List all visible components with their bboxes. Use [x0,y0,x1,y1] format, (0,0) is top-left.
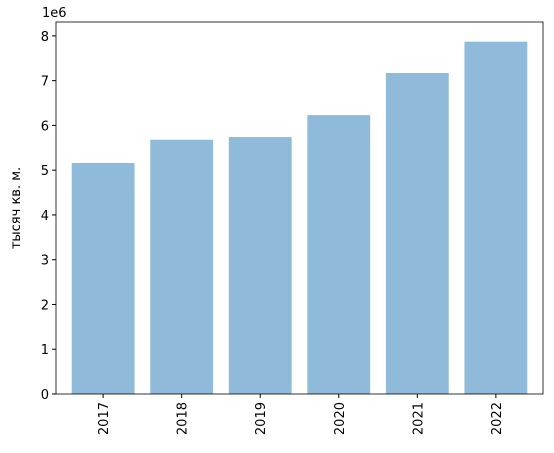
bar [228,137,292,394]
y-offset-label: 1e6 [42,6,67,21]
x-tick-label: 2018 [176,402,191,435]
y-tick-label: 7 [41,75,49,90]
x-tick-label: 2020 [333,402,348,435]
y-tick-label: 4 [41,209,49,224]
x-tick-label: 2022 [490,402,505,435]
y-tick-label: 8 [41,30,49,45]
bar [150,139,214,394]
bar [464,41,528,395]
x-tick-label: 2017 [97,402,112,435]
bar [307,115,371,395]
y-tick-label: 3 [41,254,49,269]
y-tick-label: 5 [41,164,49,179]
y-tick-label: 1 [41,343,49,358]
y-tick-label: 2 [41,298,49,313]
bar [385,73,449,394]
y-tick-label: 6 [41,119,49,134]
x-tick-label: 2019 [254,402,269,435]
x-tick-label: 2021 [411,402,426,435]
y-tick-label: 0 [41,388,49,403]
y-axis-label: тысяч кв. м. [9,167,24,249]
plot-frame [55,21,544,395]
bar [71,163,135,394]
